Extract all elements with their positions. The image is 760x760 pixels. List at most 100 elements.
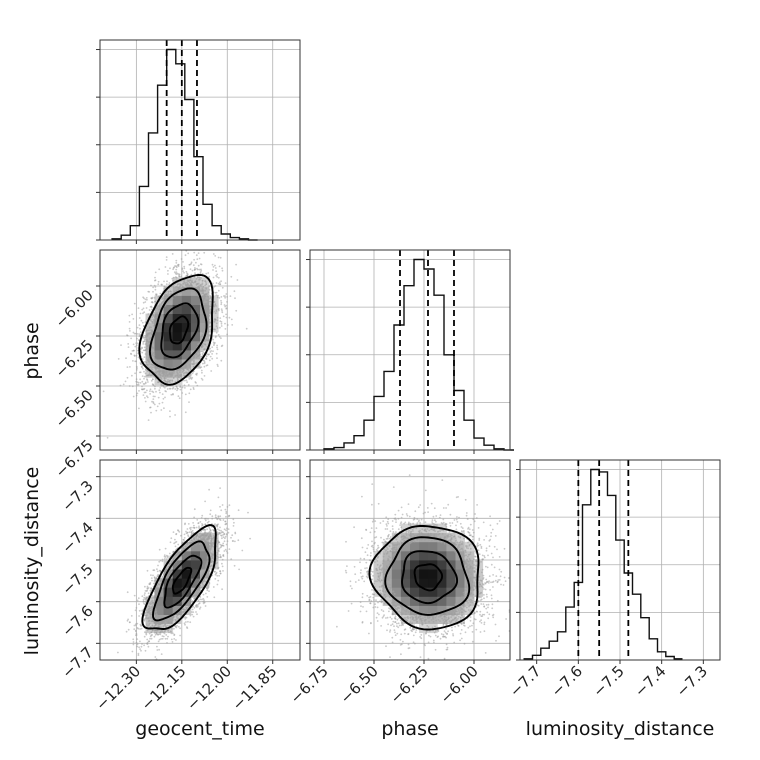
sample-point (147, 609, 150, 611)
sample-point (219, 505, 221, 508)
density-bin (446, 614, 456, 624)
sample-point (195, 278, 198, 280)
sample-point (483, 539, 485, 541)
sample-point (213, 320, 216, 323)
sample-point (202, 289, 205, 291)
sample-point (446, 648, 449, 651)
sample-point (224, 282, 227, 284)
sample-point (385, 541, 388, 544)
sample-point (192, 532, 195, 534)
sample-point (197, 252, 200, 255)
sample-point (220, 308, 223, 310)
sample-point (181, 366, 184, 369)
sample-point (219, 526, 221, 529)
sample-point (439, 540, 442, 543)
sample-point (457, 535, 460, 538)
sample-point (421, 623, 424, 625)
sample-point (376, 620, 379, 622)
sample-point (214, 318, 217, 321)
sample-point (206, 305, 209, 308)
sample-point (142, 337, 144, 339)
sample-point (455, 602, 458, 605)
sample-point (149, 589, 152, 592)
sample-point (461, 540, 464, 543)
sample-point (465, 512, 468, 514)
sample-point (135, 623, 137, 626)
sample-point (187, 252, 190, 255)
sample-point (148, 291, 151, 293)
sample-point (140, 363, 142, 365)
sample-point (412, 634, 415, 637)
sample-point (386, 520, 389, 523)
sample-point (360, 605, 362, 607)
sample-point (217, 276, 220, 279)
sample-point (200, 538, 203, 541)
sample-point (203, 328, 205, 331)
sample-point (193, 269, 196, 271)
sample-point (200, 263, 203, 266)
sample-point (145, 623, 148, 626)
sample-point (373, 599, 375, 601)
sample-point (226, 533, 228, 536)
sample-point (452, 633, 454, 635)
sample-point (477, 527, 480, 529)
sample-point (468, 553, 470, 556)
sample-point (209, 321, 212, 324)
sample-point (394, 621, 396, 623)
sample-point (180, 291, 183, 294)
sample-point (388, 607, 390, 610)
sample-point (364, 551, 367, 554)
sample-point (214, 514, 217, 517)
sample-point (390, 618, 393, 620)
sample-point (429, 635, 432, 638)
sample-point (212, 536, 215, 539)
density-bin (145, 359, 155, 369)
sample-point (164, 547, 167, 550)
sample-point (488, 580, 490, 582)
sample-point (179, 287, 182, 290)
sample-point (163, 631, 166, 633)
sample-point (194, 267, 196, 269)
sample-point (366, 570, 369, 573)
sample-point (154, 279, 156, 282)
sample-point (192, 358, 194, 360)
sample-point (135, 369, 138, 371)
sample-point (201, 524, 204, 527)
sample-point (205, 287, 208, 289)
sample-point (386, 546, 388, 549)
sample-point (390, 600, 392, 602)
sample-point (201, 344, 204, 347)
sample-point (192, 282, 195, 284)
sample-point (210, 561, 212, 564)
sample-point (191, 285, 194, 287)
sample-point (132, 349, 135, 352)
sample-point (463, 593, 465, 596)
sample-point (446, 537, 448, 539)
sample-point (383, 568, 386, 571)
sample-point (154, 366, 156, 369)
density-bin (190, 331, 201, 342)
sample-point (117, 358, 120, 360)
sample-point (151, 353, 154, 356)
sample-point (189, 528, 192, 531)
sample-point (153, 403, 156, 406)
sample-point (372, 606, 375, 609)
sample-point (492, 613, 495, 616)
sample-point (139, 327, 141, 330)
sample-point (469, 551, 472, 554)
sample-point (209, 355, 212, 358)
sample-point (192, 522, 195, 524)
sample-point (381, 562, 384, 565)
sample-point (148, 371, 151, 374)
density-bin (455, 569, 465, 579)
sample-point (188, 604, 190, 606)
density-bin (145, 596, 155, 606)
sample-point (158, 622, 160, 625)
sample-point (179, 385, 182, 387)
sample-point (190, 531, 193, 534)
sample-point (426, 625, 429, 627)
sample-point (482, 574, 485, 577)
sample-point (474, 579, 477, 581)
sample-point (235, 309, 238, 312)
sample-point (386, 629, 388, 632)
